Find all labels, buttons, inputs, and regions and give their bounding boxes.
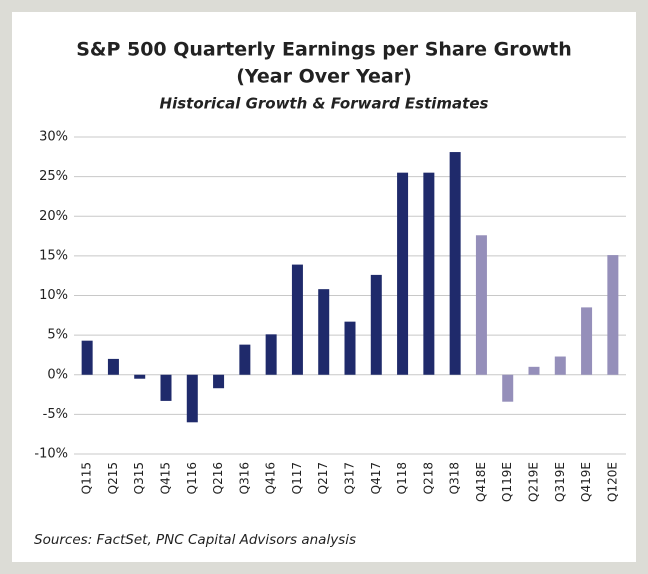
bar [397, 172, 409, 375]
x-tick-label: Q215 [106, 462, 120, 494]
y-tick-label: 20% [39, 209, 68, 224]
y-tick-label: 30% [39, 130, 68, 145]
bar [475, 235, 487, 375]
y-tick-label: 25% [39, 169, 68, 184]
source-note: Sources: FactSet, PNC Capital Advisors a… [34, 532, 356, 548]
x-tick-label: Q417 [369, 462, 383, 494]
y-tick-label: -5% [43, 407, 68, 422]
bar [554, 356, 566, 375]
bar [423, 172, 435, 375]
y-tick-label: 5% [47, 328, 68, 343]
bar [528, 366, 540, 375]
x-tick-label: Q418E [474, 462, 488, 502]
x-tick-label: Q117 [290, 462, 304, 494]
bar [502, 374, 514, 402]
x-tick-label: Q217 [316, 462, 330, 494]
x-tick-label: Q317 [343, 462, 357, 494]
x-tick-label: Q218 [421, 462, 435, 494]
bar [186, 374, 198, 423]
x-tick-label: Q115 [80, 462, 94, 494]
bar [265, 334, 277, 375]
chart-title: (Year Over Year) [236, 66, 412, 88]
bar [318, 289, 330, 375]
x-tick-label: Q116 [185, 462, 199, 494]
x-tick-label: Q419E [579, 462, 593, 502]
chart-title: S&P 500 Quarterly Earnings per Share Gro… [76, 39, 572, 61]
x-tick-label: Q318 [448, 462, 462, 494]
bar [291, 264, 303, 375]
bar [107, 358, 119, 375]
x-tick-label: Q316 [237, 462, 251, 494]
y-tick-label: 15% [39, 248, 68, 263]
panel [12, 12, 636, 562]
y-tick-label: 10% [39, 288, 68, 303]
x-tick-label: Q315 [132, 462, 146, 494]
bar [81, 340, 93, 375]
bar [370, 274, 382, 375]
x-tick-label: Q120E [605, 462, 619, 502]
bar [607, 255, 619, 375]
bar [239, 344, 251, 375]
bar [213, 374, 225, 389]
bar [581, 307, 593, 375]
y-tick-label: -10% [34, 447, 68, 462]
bar [449, 152, 461, 375]
x-tick-label: Q416 [264, 462, 278, 494]
y-tick-label: 0% [47, 367, 68, 382]
x-tick-label: Q219E [527, 462, 541, 502]
x-tick-label: Q216 [211, 462, 225, 494]
bar [344, 321, 356, 375]
bar [134, 374, 146, 379]
x-tick-label: Q415 [159, 462, 173, 494]
x-tick-label: Q118 [395, 462, 409, 494]
x-tick-label: Q319E [553, 462, 567, 502]
chart-subtitle: Historical Growth & Forward Estimates [160, 95, 489, 113]
bar [160, 374, 172, 401]
x-tick-label: Q119E [500, 462, 514, 502]
